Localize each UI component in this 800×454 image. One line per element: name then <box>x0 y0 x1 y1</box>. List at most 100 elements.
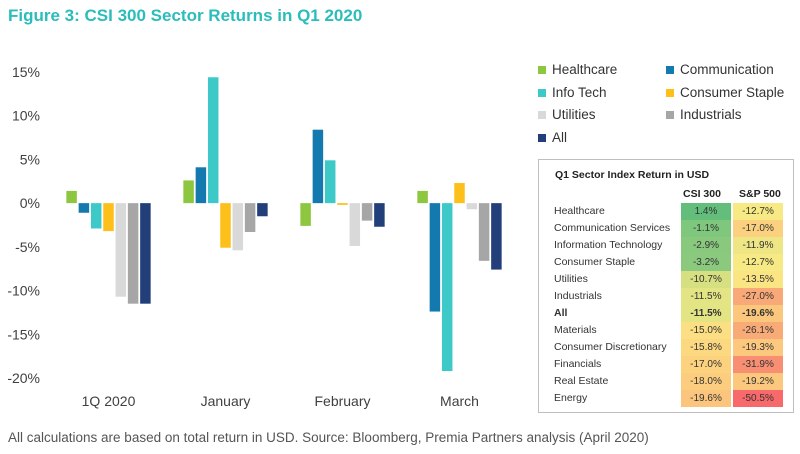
table-cell-sp500: -50.5% <box>733 390 783 407</box>
table-row-label: Materials <box>554 324 597 336</box>
legend-item: Industrials <box>666 107 742 122</box>
table-cell-csi300: -15.0% <box>681 322 731 339</box>
legend-label: Consumer Staple <box>680 85 785 100</box>
table-cell-csi300: -18.0% <box>681 373 731 390</box>
table-cell-csi300: 1.4% <box>681 203 731 220</box>
bar-consumer-staple <box>103 203 114 232</box>
table-cell-sp500: -11.9% <box>733 237 783 254</box>
bar-chart: 15% 10% 5% 0% -5% -10% -15% -20% 1Q 2020 January F… <box>7 64 502 409</box>
table-header-sp500: S&P 500 <box>739 188 781 200</box>
table-row: Energy -19.6% -50.5% <box>539 390 793 407</box>
page-title: Figure 3: CSI 300 Sector Returns in Q1 2… <box>8 6 363 25</box>
table-row: Financials -17.0% -31.9% <box>539 356 793 373</box>
bar-utilities <box>466 203 478 210</box>
table-cell-csi300: -19.6% <box>681 390 731 407</box>
table-cell-csi300: -1.1% <box>681 220 731 237</box>
legend-label: Info Tech <box>552 85 607 100</box>
legend-label: Utilities <box>552 107 596 122</box>
x-category-label: March <box>440 393 479 409</box>
table-row-label: Consumer Discretionary <box>554 341 667 353</box>
table-row-label: Industrials <box>554 290 602 302</box>
bar-all <box>257 203 268 217</box>
y-tick-label: 5% <box>20 151 40 167</box>
bar-info-tech <box>90 203 102 229</box>
y-tick-label: 15% <box>12 64 40 80</box>
table-cell-sp500: -17.0% <box>733 220 783 237</box>
legend-item: All <box>538 130 567 145</box>
table-cell-sp500: -27.0% <box>733 288 783 305</box>
y-tick-label: -5% <box>15 239 40 255</box>
bar-communication <box>78 203 90 213</box>
y-tick-label: -15% <box>7 326 40 342</box>
bar-healthcare <box>417 190 428 204</box>
table-title: Q1 Sector Index Return in USD <box>555 169 710 181</box>
legend-item: Consumer Staple <box>666 85 784 100</box>
bar-info-tech <box>324 160 336 204</box>
table-cell-sp500: -19.2% <box>733 373 783 390</box>
table-row-label: Consumer Staple <box>554 256 636 268</box>
legend-swatch <box>538 65 546 74</box>
legend-item: Info Tech <box>538 85 607 100</box>
bar-all <box>140 203 151 304</box>
table-cell-csi300: -3.2% <box>681 254 731 271</box>
x-category-label: February <box>314 393 370 409</box>
bar-utilities <box>115 203 127 297</box>
bar-consumer-staple <box>220 203 231 248</box>
legend-swatch <box>666 65 674 74</box>
bar-all <box>374 203 385 227</box>
table-cell-csi300: -11.5% <box>681 305 731 322</box>
bar-healthcare <box>66 190 77 204</box>
table-cell-sp500: -12.7% <box>733 254 783 271</box>
bar-info-tech <box>207 77 219 204</box>
table-row: Consumer Discretionary -15.8% -19.3% <box>539 339 793 356</box>
legend-swatch <box>538 110 546 119</box>
table-row: Communication Services -1.1% -17.0% <box>539 220 793 237</box>
x-category-label: 1Q 2020 <box>82 393 136 409</box>
bar-communication <box>312 129 324 204</box>
legend-label: Industrials <box>680 107 742 122</box>
table-cell-csi300: -15.8% <box>681 339 731 356</box>
bar-utilities <box>349 203 361 246</box>
table-row-label: Communication Services <box>554 222 671 234</box>
legend-swatch <box>666 110 674 119</box>
bar-info-tech <box>441 203 453 372</box>
table-row-label: All <box>554 307 568 319</box>
legend-label: Healthcare <box>552 62 618 77</box>
bar-healthcare <box>300 203 311 226</box>
legend-swatch <box>666 88 674 97</box>
legend-label: All <box>552 130 568 145</box>
source-footnote: All calculations are based on total retu… <box>8 430 649 445</box>
table-header-csi300: CSI 300 <box>683 188 721 200</box>
y-tick-label: 0% <box>20 195 40 211</box>
table-row-label: Real Estate <box>554 375 609 387</box>
table-row: Consumer Staple -3.2% -12.7% <box>539 254 793 271</box>
table-row: Utilities -10.7% -13.5% <box>539 271 793 288</box>
x-category-label: January <box>201 393 251 409</box>
table-cell-csi300: -2.9% <box>681 237 731 254</box>
bar-healthcare <box>183 180 194 204</box>
table-row-label: Energy <box>554 392 588 404</box>
table-cell-sp500: -26.1% <box>733 322 783 339</box>
table-cell-csi300: -10.7% <box>681 271 731 288</box>
y-tick-label: 10% <box>12 108 40 124</box>
bar-all <box>491 203 502 270</box>
y-tick-label: -10% <box>7 283 40 299</box>
table-cell-sp500: -12.7% <box>733 203 783 220</box>
legend-item: Utilities <box>538 107 596 122</box>
legend-label: Communication <box>680 62 774 77</box>
table-row: Industrials -11.5% -27.0% <box>539 288 793 305</box>
table-row-label: Utilities <box>554 273 588 285</box>
bar-industrials <box>361 203 373 221</box>
table-row: All -11.5% -19.6% <box>539 305 793 322</box>
bar-communication <box>429 203 441 312</box>
bar-industrials <box>478 203 490 261</box>
legend-item: Communication <box>666 62 774 77</box>
table-cell-sp500: -19.3% <box>733 339 783 356</box>
bar-industrials <box>127 203 139 304</box>
bar-utilities <box>232 203 244 251</box>
table-cell-sp500: -13.5% <box>733 271 783 288</box>
table-row: Information Technology -2.9% -11.9% <box>539 237 793 254</box>
table-row-label: Financials <box>554 358 602 370</box>
table-row: Healthcare 1.4% -12.7% <box>539 203 793 220</box>
legend-swatch <box>538 88 546 97</box>
